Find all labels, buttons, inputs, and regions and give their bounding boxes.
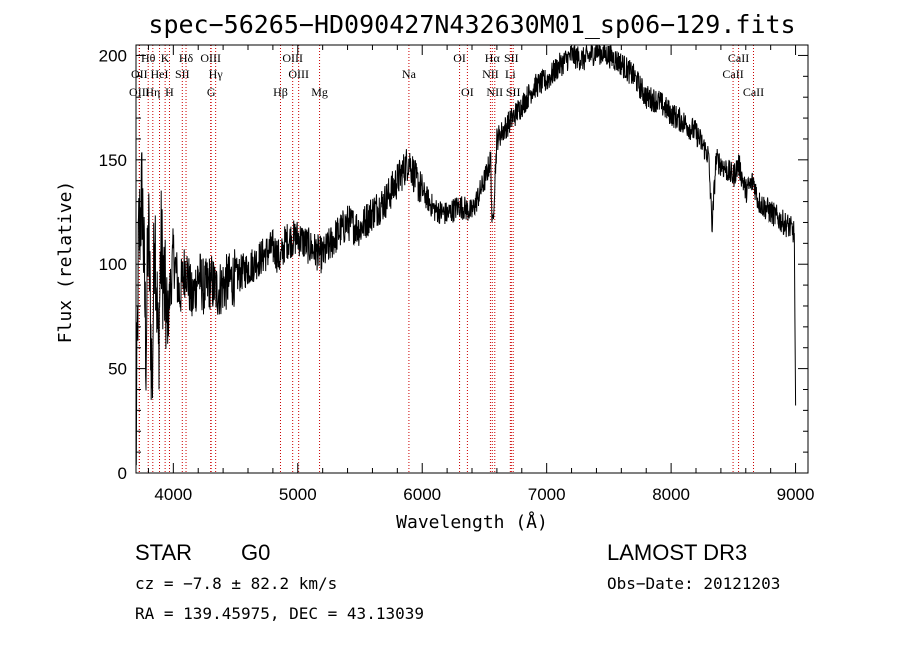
y-axis-ticks: 0 50 100 150 200 — [99, 46, 808, 483]
object-subclass: G0 — [241, 540, 270, 565]
x-tick-label: 7000 — [528, 485, 566, 504]
line-label-11: G — [207, 85, 216, 99]
line-label-2: OIII — [129, 85, 150, 99]
line-label-17: OI — [453, 51, 466, 65]
line-label-3: Hη — [145, 85, 160, 99]
line-label-1: OII — [131, 67, 148, 81]
line-label-18: OI — [461, 85, 474, 99]
line-label-26: CaII — [722, 67, 743, 81]
x-tick-label: 6000 — [403, 485, 441, 504]
line-label-21: NII — [486, 85, 503, 99]
line-label-5: K — [161, 51, 170, 65]
x-tick-label: 8000 — [652, 485, 690, 504]
line-label-20: NII — [482, 67, 499, 81]
line-label-10: Hγ — [209, 67, 224, 81]
y-tick-label: 200 — [99, 46, 127, 65]
spectrum-line — [135, 44, 797, 466]
line-label-19: Hα — [485, 51, 501, 65]
line-label-7: SII — [175, 67, 190, 81]
line-label-13: OIII — [282, 51, 303, 65]
line-label-22: SII — [504, 51, 519, 65]
line-label-9: OIII — [200, 51, 221, 65]
line-label-8: Hδ — [179, 51, 194, 65]
chart-title: spec−56265−HD090427N432630M01_sp06−129.f… — [148, 10, 795, 39]
survey-name: LAMOST DR3 — [607, 540, 747, 565]
coordinates: RA = 139.45975, DEC = 43.13039 — [135, 604, 424, 623]
line-label-14: OIII — [288, 67, 309, 81]
line-label-27: CaII — [743, 85, 764, 99]
x-axis-label: Wavelength (Å) — [396, 511, 548, 533]
y-tick-label: 0 — [118, 464, 127, 483]
line-label-23: Li — [505, 67, 516, 81]
y-tick-label: 50 — [108, 360, 127, 379]
redshift-cz: cz = −7.8 ± 82.2 km/s — [135, 574, 337, 593]
x-tick-label: 9000 — [777, 485, 815, 504]
y-tick-label: 100 — [99, 255, 127, 274]
object-class: STAR — [135, 540, 192, 565]
obs-date: Obs−Date: 20121203 — [607, 574, 780, 593]
x-axis-ticks: 4000 5000 6000 7000 8000 9000 — [147, 45, 815, 504]
line-label-24: SII — [506, 85, 521, 99]
line-label-16: Na — [402, 67, 417, 81]
x-tick-label: 4000 — [154, 485, 192, 504]
line-label-12: Hβ — [273, 85, 288, 99]
x-tick-label: 5000 — [279, 485, 317, 504]
line-label-15: Mg — [311, 85, 328, 99]
y-axis-label: Flux (relative) — [55, 181, 76, 344]
line-label-4: HeI — [151, 67, 169, 81]
line-label-0: Hθ — [141, 51, 156, 65]
y-tick-label: 150 — [99, 151, 127, 170]
line-label-25: CaII — [728, 51, 749, 65]
line-label-6: H — [165, 85, 174, 99]
